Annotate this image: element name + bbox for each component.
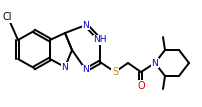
Text: O: O (137, 81, 144, 91)
Text: Cl: Cl (2, 12, 12, 22)
Text: N: N (61, 62, 68, 71)
Text: N: N (82, 21, 89, 30)
Text: NH: NH (93, 36, 106, 45)
Text: S: S (111, 67, 118, 77)
Text: N: N (151, 59, 158, 68)
Text: N: N (82, 65, 89, 74)
